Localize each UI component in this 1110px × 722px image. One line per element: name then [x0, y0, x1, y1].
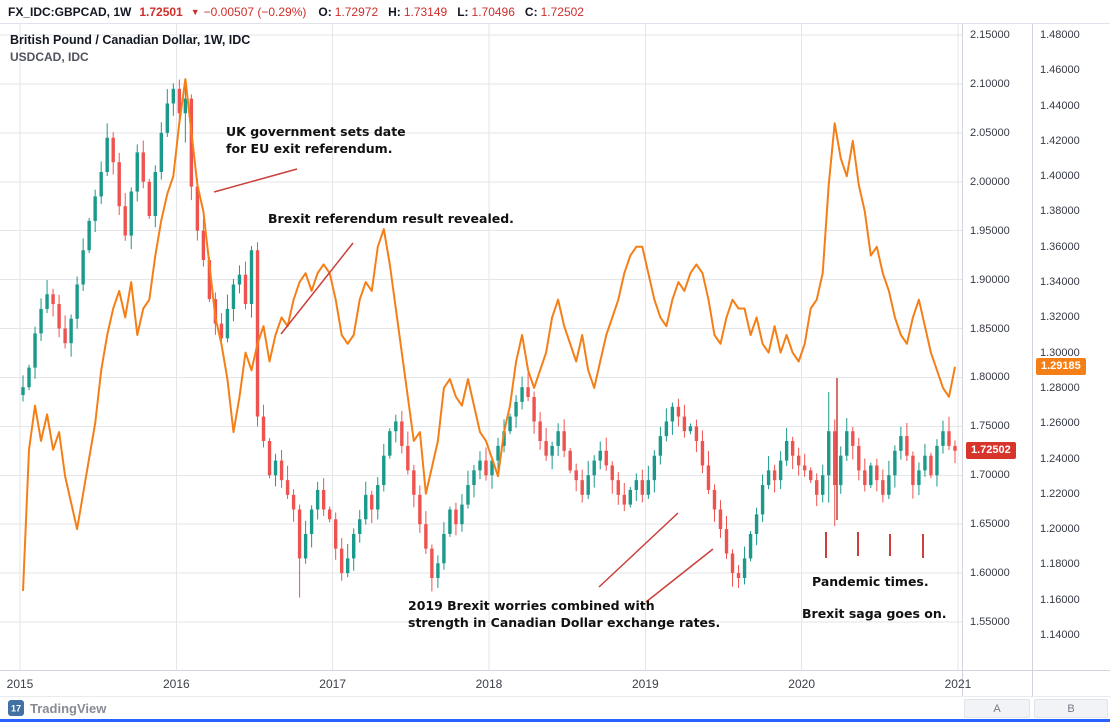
- time-tick: 2020: [788, 677, 816, 691]
- change-value: −0.00507 (−0.29%): [203, 4, 307, 19]
- price-tick-gbpcad: 2.00000: [970, 175, 1010, 188]
- price-tick-usdcad: 1.30000: [1040, 346, 1080, 359]
- price-tick-usdcad: 1.16000: [1040, 593, 1080, 606]
- price-axis-usdcad[interactable]: 1.48000 1.46000 1.44000 1.42000 1.40000 1.380…: [1032, 24, 1110, 670]
- annotation-text: Pandemic times.: [812, 574, 929, 589]
- price-tick-usdcad: 1.42000: [1040, 134, 1080, 147]
- time-axis[interactable]: 2015 2016 2017 2018 2019 2020 2021: [0, 670, 1110, 697]
- legend-overlay-title[interactable]: USDCAD, IDC: [10, 50, 89, 64]
- time-tick: 2016: [162, 677, 190, 691]
- price-tick-gbpcad: 2.10000: [970, 77, 1010, 90]
- price-tick-gbpcad: 1.65000: [970, 518, 1010, 531]
- annotation-text: Brexit referendum result revealed.: [268, 211, 514, 226]
- time-tick: 2021: [944, 677, 972, 691]
- price-tick-usdcad: 1.14000: [1040, 629, 1080, 641]
- price-tick-usdcad: 1.18000: [1040, 558, 1080, 571]
- low-value: L: 1.70496: [457, 4, 515, 19]
- last-price: 1.72501: [139, 4, 183, 19]
- price-tick-gbpcad: 1.80000: [970, 371, 1010, 384]
- usdcad-line-series: [22, 78, 956, 591]
- annotation-text: Brexit saga goes on.: [802, 606, 947, 621]
- annotations: UK government sets date for EU exit refer…: [213, 124, 947, 630]
- tradingview-logo-icon: 17: [8, 700, 24, 716]
- last-price-label-gbpcad: 1.72502: [966, 441, 1016, 459]
- price-chart[interactable]: UK government sets date for EU exit refer…: [0, 24, 962, 670]
- price-tick-usdcad: 1.24000: [1040, 452, 1080, 465]
- price-tick-gbpcad: 1.95000: [970, 224, 1010, 237]
- legend-symbol-title[interactable]: British Pound / Canadian Dollar, 1W, IDC: [10, 33, 251, 47]
- price-tick-usdcad: 1.44000: [1040, 99, 1080, 112]
- price-tick-usdcad: 1.38000: [1040, 205, 1080, 218]
- close-value: C: 1.72502: [524, 4, 584, 19]
- price-tick-usdcad: 1.20000: [1040, 523, 1080, 536]
- open-value: O: 1.72972: [318, 4, 379, 19]
- price-axis-gbpcad[interactable]: 2.15000 2.10000 2.05000 2.00000 1.95000 1.900…: [962, 24, 1032, 670]
- ohlc-values: O: 1.72972 H: 1.73149 L: 1.70496 C: 1.72502: [318, 5, 584, 19]
- axis-divider: [1032, 671, 1033, 697]
- auto-scale-button-b[interactable]: B: [1034, 699, 1108, 718]
- price-tick-usdcad: 1.34000: [1040, 276, 1080, 289]
- price-tick-gbpcad: 1.85000: [970, 322, 1010, 335]
- down-arrow-icon: ▼: [190, 6, 200, 17]
- price-tick-usdcad: 1.46000: [1040, 64, 1080, 77]
- bottom-bar: 17 TradingView A B: [0, 696, 1110, 722]
- price-tick-usdcad: 1.26000: [1040, 417, 1080, 430]
- price-tick-usdcad: 1.32000: [1040, 311, 1080, 324]
- chart-legend: British Pound / Canadian Dollar, 1W, IDC…: [10, 32, 250, 66]
- last-price-label-usdcad: 1.29185: [1036, 358, 1086, 376]
- symbol-info-bar: FX_IDC:GBPCAD, 1W 1.72501 ▼ −0.00507 (−0…: [0, 0, 1110, 24]
- grid: [0, 24, 962, 670]
- tradingview-logo[interactable]: 17 TradingView: [8, 700, 106, 716]
- price-tick-usdcad: 1.22000: [1040, 487, 1080, 500]
- price-tick-usdcad: 1.28000: [1040, 381, 1080, 394]
- price-tick-gbpcad: 1.55000: [970, 616, 1010, 628]
- annotation-text: UK government sets date for EU exit refer…: [226, 124, 406, 156]
- axis-divider: [962, 671, 963, 697]
- price-tick-gbpcad: 1.75000: [970, 420, 1010, 433]
- auto-scale-button-a[interactable]: A: [964, 699, 1030, 718]
- high-value: H: 1.73149: [388, 4, 448, 19]
- chart-pane: UK government sets date for EU exit refer…: [0, 24, 1110, 670]
- price-tick-usdcad: 1.40000: [1040, 170, 1080, 183]
- time-tick: 2018: [475, 677, 503, 691]
- price-tick-gbpcad: 2.15000: [970, 29, 1010, 41]
- price-tick-gbpcad: 2.05000: [970, 126, 1010, 139]
- price-tick-gbpcad: 1.60000: [970, 567, 1010, 580]
- time-tick: 2015: [6, 677, 34, 691]
- price-tick-usdcad: 1.36000: [1040, 240, 1080, 253]
- time-tick: 2019: [631, 677, 659, 691]
- time-tick: 2017: [319, 677, 347, 691]
- annotation-text: 2019 Brexit worries combined with strengt…: [408, 598, 720, 630]
- price-change: ▼ −0.00507 (−0.29%): [191, 5, 307, 19]
- bottom-accent-bar: [0, 719, 1110, 722]
- chart-canvas: UK government sets date for EU exit refer…: [0, 24, 962, 670]
- price-tick-gbpcad: 1.90000: [970, 273, 1010, 286]
- svg-text:17: 17: [11, 704, 21, 714]
- price-tick-usdcad: 1.48000: [1040, 29, 1080, 41]
- candlestick-series: [21, 79, 957, 598]
- price-tick-gbpcad: 1.70000: [970, 469, 1010, 482]
- tradingview-wordmark: TradingView: [30, 700, 107, 716]
- symbol-name[interactable]: FX_IDC:GBPCAD, 1W: [8, 4, 132, 19]
